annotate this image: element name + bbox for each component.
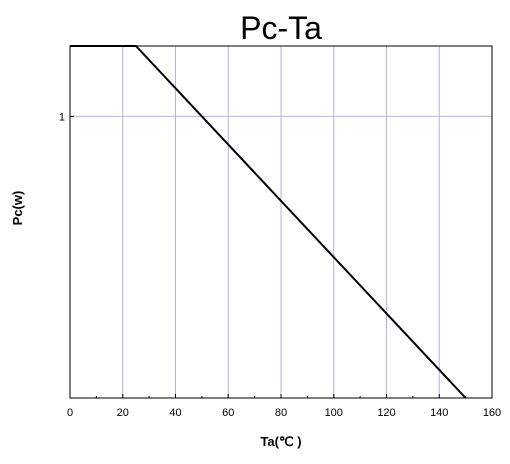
x-tick-label: 160 <box>483 407 501 419</box>
x-tick-label: 60 <box>222 407 234 419</box>
series-line <box>70 45 467 399</box>
grid-lines <box>70 46 492 398</box>
x-tick-label: 80 <box>275 407 287 419</box>
x-axis-label: Ta(℃ ) <box>260 434 301 449</box>
x-tick-label: 120 <box>377 407 395 419</box>
x-tick-label: 100 <box>325 407 343 419</box>
chart-title: Pc-Ta <box>240 10 322 46</box>
y-axis-label: Pc(w) <box>10 191 25 226</box>
x-tick-label: 40 <box>169 407 181 419</box>
y-axis-ticks: 1 <box>59 111 74 123</box>
x-axis-ticks: 0 20 40 60 80 100 120 140 160 <box>67 394 501 419</box>
y-tick-label: 1 <box>59 111 65 123</box>
x-tick-label: 140 <box>430 407 448 419</box>
x-tick-label: 0 <box>67 407 73 419</box>
x-tick-label: 20 <box>117 407 129 419</box>
